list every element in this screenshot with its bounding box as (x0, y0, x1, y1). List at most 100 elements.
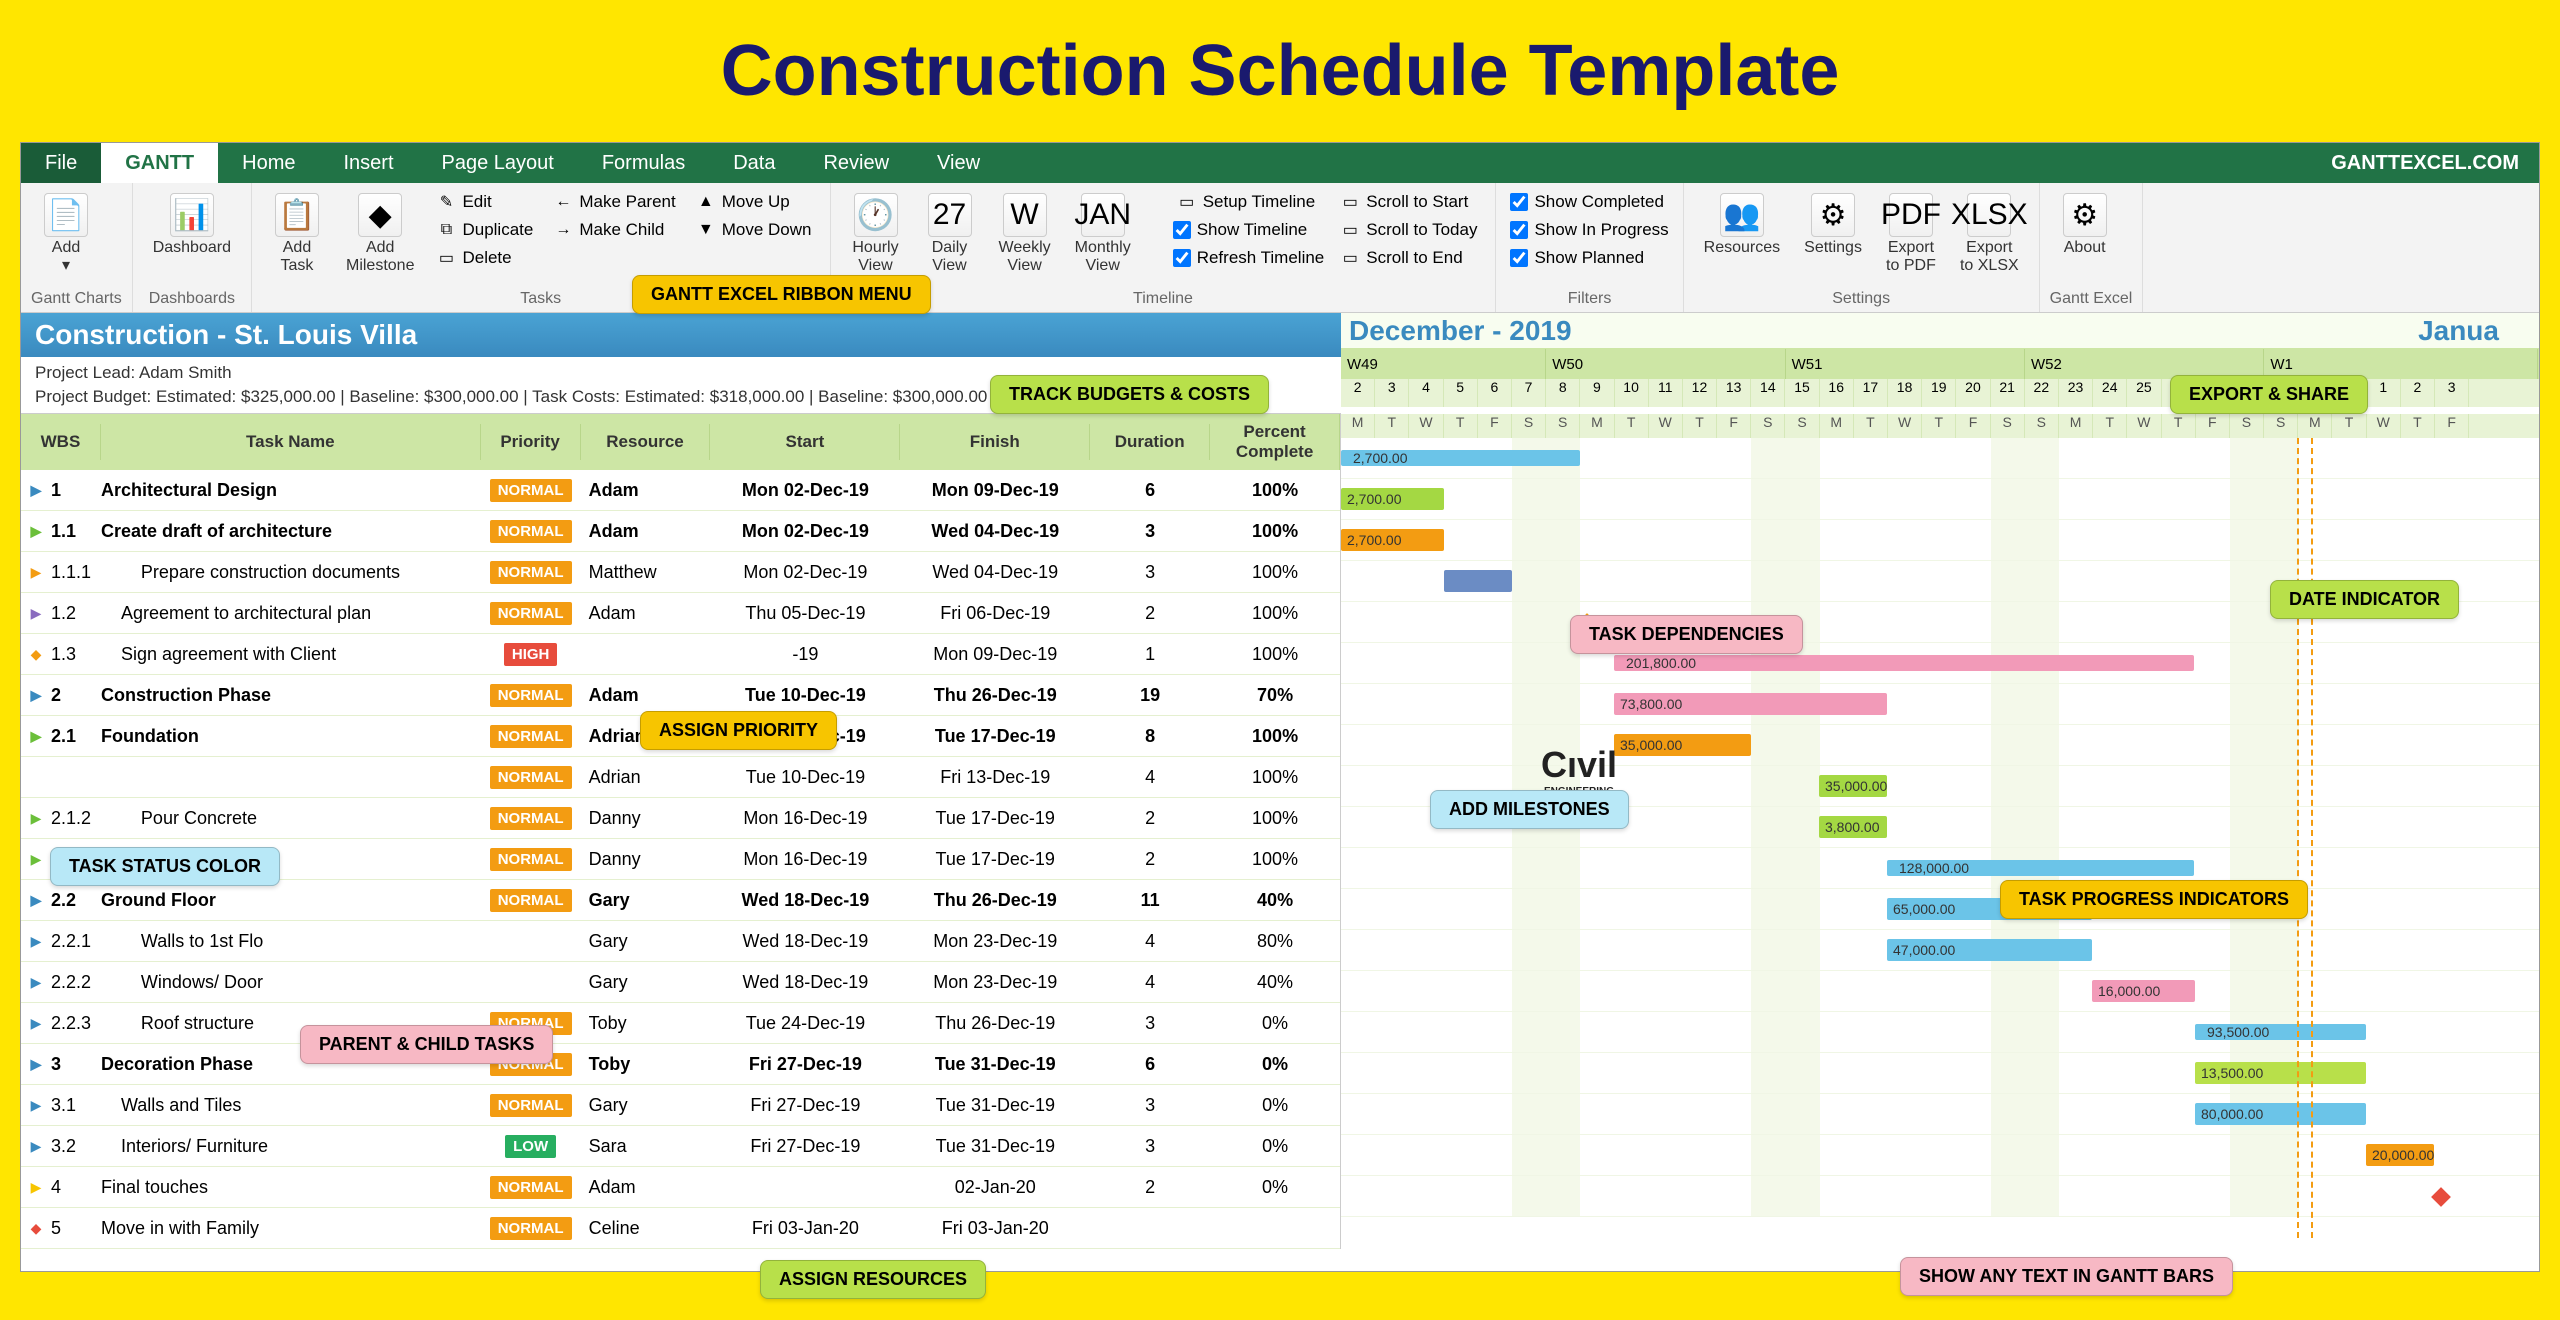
gantt-bar[interactable]: 128,000.00 (1887, 860, 2194, 876)
col-pct[interactable]: Percent Complete (1210, 414, 1340, 470)
ribbon-btn-settings[interactable]: ⚙Settings (1794, 189, 1872, 288)
ribbon-chk-refresh-timeline[interactable]: Refresh Timeline (1169, 245, 1329, 271)
ribbon-sbtn-duplicate[interactable]: ⧉Duplicate (428, 217, 541, 243)
ribbon-btn-add--[interactable]: 📄Add▾ (31, 189, 101, 288)
task-row[interactable]: ◆1.3Sign agreement with ClientHIGH-19Mon… (21, 634, 1340, 675)
task-row[interactable]: ▶2.2.2Windows/ DoorGaryWed 18-Dec-19Mon … (21, 962, 1340, 1003)
col-wbs[interactable]: WBS (21, 424, 101, 460)
gantt-bar[interactable]: 2,700.00 (1341, 529, 1444, 551)
gantt-bar[interactable]: 80,000.00 (2195, 1103, 2366, 1125)
gantt-bar[interactable]: 35,000.00 (1614, 734, 1751, 756)
task-row[interactable]: ▶2.1.2Pour ConcreteNORMALDannyMon 16-Dec… (21, 798, 1340, 839)
ribbon-btn-resources[interactable]: 👥Resources (1694, 189, 1790, 288)
day-5: 5 (1444, 379, 1478, 407)
tab-page-layout[interactable]: Page Layout (418, 143, 578, 183)
gantt-bar[interactable]: 20,000.00 (2366, 1144, 2434, 1166)
cell-duration: 8 (1090, 726, 1210, 747)
cell-wbs: 2.2 (51, 890, 101, 911)
ribbon-sbtn-move-up[interactable]: ▲Move Up (688, 189, 820, 215)
ribbon-btn-daily-view[interactable]: 27DailyView (915, 189, 985, 288)
ribbon-btn-export-to-pdf[interactable]: PDFExportto PDF (1876, 189, 1946, 288)
task-row[interactable]: ▶2.2.3Roof structureNORMALTobyTue 24-Dec… (21, 1003, 1340, 1044)
cell-resource: Adam (581, 685, 711, 706)
ribbon-chk-show-completed[interactable]: Show Completed (1506, 189, 1672, 215)
tab-gantt[interactable]: GANTT (101, 143, 218, 183)
gantt-bar[interactable]: 201,800.00 (1614, 655, 2194, 671)
ribbon-sbtn-edit[interactable]: ✎Edit (428, 189, 541, 215)
ribbon-sbtn-setup-timeline[interactable]: ▭Setup Timeline (1169, 189, 1329, 215)
gantt-bar[interactable]: 93,500.00 (2195, 1024, 2366, 1040)
ribbon-sbtn-scroll-to-today[interactable]: ▭Scroll to Today (1332, 217, 1485, 243)
tab-insert[interactable]: Insert (319, 143, 417, 183)
tab-review[interactable]: Review (799, 143, 913, 183)
ribbon-btn-hourly-view[interactable]: 🕐HourlyView (841, 189, 911, 288)
ribbon-btn-add-task[interactable]: 📋AddTask (262, 189, 332, 288)
milestone-icon[interactable] (2431, 1187, 2451, 1207)
cell-finish: Mon 23-Dec-19 (900, 972, 1090, 993)
cell-start: Fri 27-Dec-19 (710, 1054, 900, 1075)
tab-home[interactable]: Home (218, 143, 319, 183)
ribbon-btn-about[interactable]: ⚙About (2050, 189, 2120, 288)
gantt-bar[interactable]: 3,800.00 (1819, 816, 1887, 838)
cell-wbs: 2.2.2 (51, 972, 101, 993)
ribbon-chk-show-planned[interactable]: Show Planned (1506, 245, 1672, 271)
cell-duration: 1 (1090, 644, 1210, 665)
task-row[interactable]: ▶1.1.1Prepare construction documentsNORM… (21, 552, 1340, 593)
col-priority[interactable]: Priority (481, 424, 581, 460)
ribbon-btn-weekly-view[interactable]: WWeeklyView (989, 189, 1061, 288)
day-2: 2 (2401, 379, 2435, 407)
ribbon-sbtn-make-child[interactable]: →Make Child (545, 217, 683, 243)
cell-pct: 80% (1210, 931, 1340, 952)
gantt-bar[interactable]: 13,500.00 (2195, 1062, 2366, 1084)
task-row[interactable]: ◆5Move in with FamilyNORMALCelineFri 03-… (21, 1208, 1340, 1249)
ribbon-sbtn-make-parent[interactable]: ←Make Parent (545, 189, 683, 215)
ribbon-btn-monthly-view[interactable]: JANMonthlyView (1065, 189, 1141, 288)
month-label: December - 2019 (1349, 315, 1572, 347)
gantt-bar[interactable]: 47,000.00 (1887, 939, 2092, 961)
task-row[interactable]: ▶3.1Walls and TilesNORMALGaryFri 27-Dec-… (21, 1085, 1340, 1126)
task-row[interactable]: ▶4Final touchesNORMALAdam02-Jan-2020% (21, 1167, 1340, 1208)
ribbon-btn-add-milestone[interactable]: ◆AddMilestone (336, 189, 424, 288)
ribbon-btn-export-to-xlsx[interactable]: XLSXExportto XLSX (1950, 189, 2029, 288)
ribbon-sbtn-move-down[interactable]: ▼Move Down (688, 217, 820, 243)
gantt-bar[interactable]: 73,800.00 (1614, 693, 1887, 715)
ribbon-btn-dashboard[interactable]: 📊Dashboard (143, 189, 241, 288)
day-3: 3 (1375, 379, 1409, 407)
gantt-bar[interactable] (1444, 570, 1512, 592)
task-row[interactable]: ▶1Architectural DesignNORMALAdamMon 02-D… (21, 470, 1340, 511)
cell-finish: Tue 17-Dec-19 (900, 808, 1090, 829)
task-row[interactable]: ▶2.2.1Walls to 1st FloGaryWed 18-Dec-19M… (21, 921, 1340, 962)
task-row[interactable]: ▶1.2Agreement to architectural planNORMA… (21, 593, 1340, 634)
tab-formulas[interactable]: Formulas (578, 143, 709, 183)
col-finish[interactable]: Finish (900, 424, 1090, 460)
cell-start: Mon 02-Dec-19 (710, 480, 900, 501)
task-row[interactable]: ▶2.2Ground FloorNORMALGaryWed 18-Dec-19T… (21, 880, 1340, 921)
gantt-bar[interactable]: 16,000.00 (2092, 980, 2195, 1002)
cell-priority: NORMAL (481, 1176, 581, 1199)
gantt-bar[interactable]: 2,700.00 (1341, 450, 1580, 466)
cell-duration: 2 (1090, 603, 1210, 624)
cell-resource: Adam (581, 1177, 711, 1198)
ribbon-chk-show-in-progress[interactable]: Show In Progress (1506, 217, 1672, 243)
tab-file[interactable]: File (21, 143, 101, 183)
col-start[interactable]: Start (710, 424, 900, 460)
cell-wbs: 2.1 (51, 726, 101, 747)
col-resource[interactable]: Resource (581, 424, 711, 460)
task-row[interactable]: ▶3.2Interiors/ FurnitureLOWSaraFri 27-De… (21, 1126, 1340, 1167)
task-row[interactable]: NORMALAdrianTue 10-Dec-19Fri 13-Dec-1941… (21, 757, 1340, 798)
gantt-bar[interactable]: 2,700.00 (1341, 488, 1444, 510)
gantt-bar[interactable]: 35,000.00 (1819, 775, 1887, 797)
task-row[interactable]: ▶2Construction PhaseNORMALAdamTue 10-Dec… (21, 675, 1340, 716)
cell-name: Construction Phase (101, 685, 481, 706)
tab-view[interactable]: View (913, 143, 1004, 183)
cell-resource: Toby (581, 1013, 711, 1034)
task-row[interactable]: ▶3Decoration PhaseNORMALTobyFri 27-Dec-1… (21, 1044, 1340, 1085)
tab-data[interactable]: Data (709, 143, 799, 183)
ribbon-chk-show-timeline[interactable]: Show Timeline (1169, 217, 1329, 243)
task-row[interactable]: ▶1.1Create draft of architectureNORMALAd… (21, 511, 1340, 552)
ribbon-sbtn-scroll-to-start[interactable]: ▭Scroll to Start (1332, 189, 1485, 215)
col-duration[interactable]: Duration (1090, 424, 1210, 460)
ribbon-sbtn-scroll-to-end[interactable]: ▭Scroll to End (1332, 245, 1485, 271)
col-name[interactable]: Task Name (101, 424, 481, 460)
ribbon-sbtn-delete[interactable]: ▭Delete (428, 245, 541, 271)
